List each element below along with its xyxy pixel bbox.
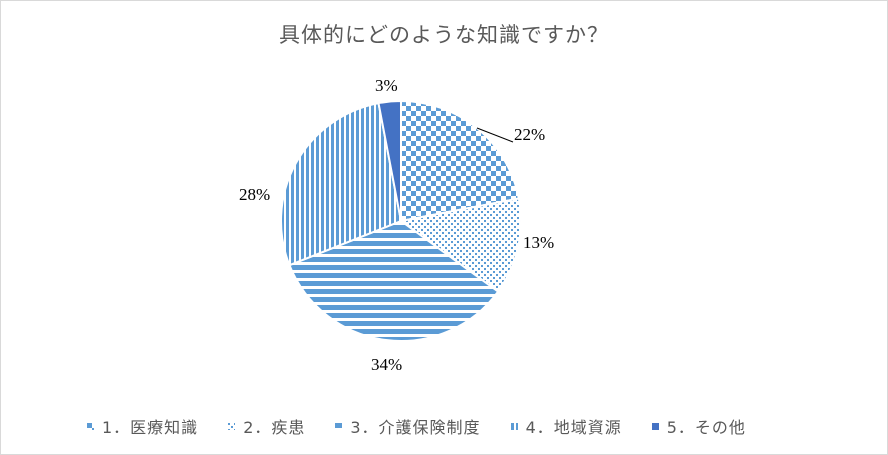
legend-label: 2．疾患 <box>243 418 306 437</box>
leader-line <box>476 127 514 143</box>
legend-item-2: 2．疾患 <box>228 414 305 438</box>
data-label-5: 3% <box>375 76 398 95</box>
legend-label: 3．介護保険制度 <box>350 418 481 437</box>
data-label-3: 34% <box>371 355 402 374</box>
legend-label: 4．地域資源 <box>525 418 622 437</box>
legend-label: 1．医療知識 <box>102 418 199 437</box>
legend-item-1: 1．医療知識 <box>87 414 198 438</box>
pie-slice-3 <box>288 219 500 342</box>
legend-item-4: 4．地域資源 <box>510 414 622 438</box>
chart-title: 具体的にどのような知識ですか？ <box>279 23 609 47</box>
legend-item-3: 3．介護保険制度 <box>335 414 480 438</box>
pie-slice-4 <box>280 101 403 267</box>
data-label-2: 13% <box>523 233 554 252</box>
pie-slice-2 <box>398 197 522 293</box>
legend-item-5: 5．その他 <box>651 414 746 438</box>
pie-slice-5 <box>377 99 402 222</box>
legend: 1．医療知識 2．疾患 3．介護保険制度 4．地域資源 5．その他 <box>87 414 746 438</box>
legend-label: 5．その他 <box>666 418 746 437</box>
data-label-4: 28% <box>239 185 270 204</box>
data-label-1: 22% <box>514 125 545 144</box>
